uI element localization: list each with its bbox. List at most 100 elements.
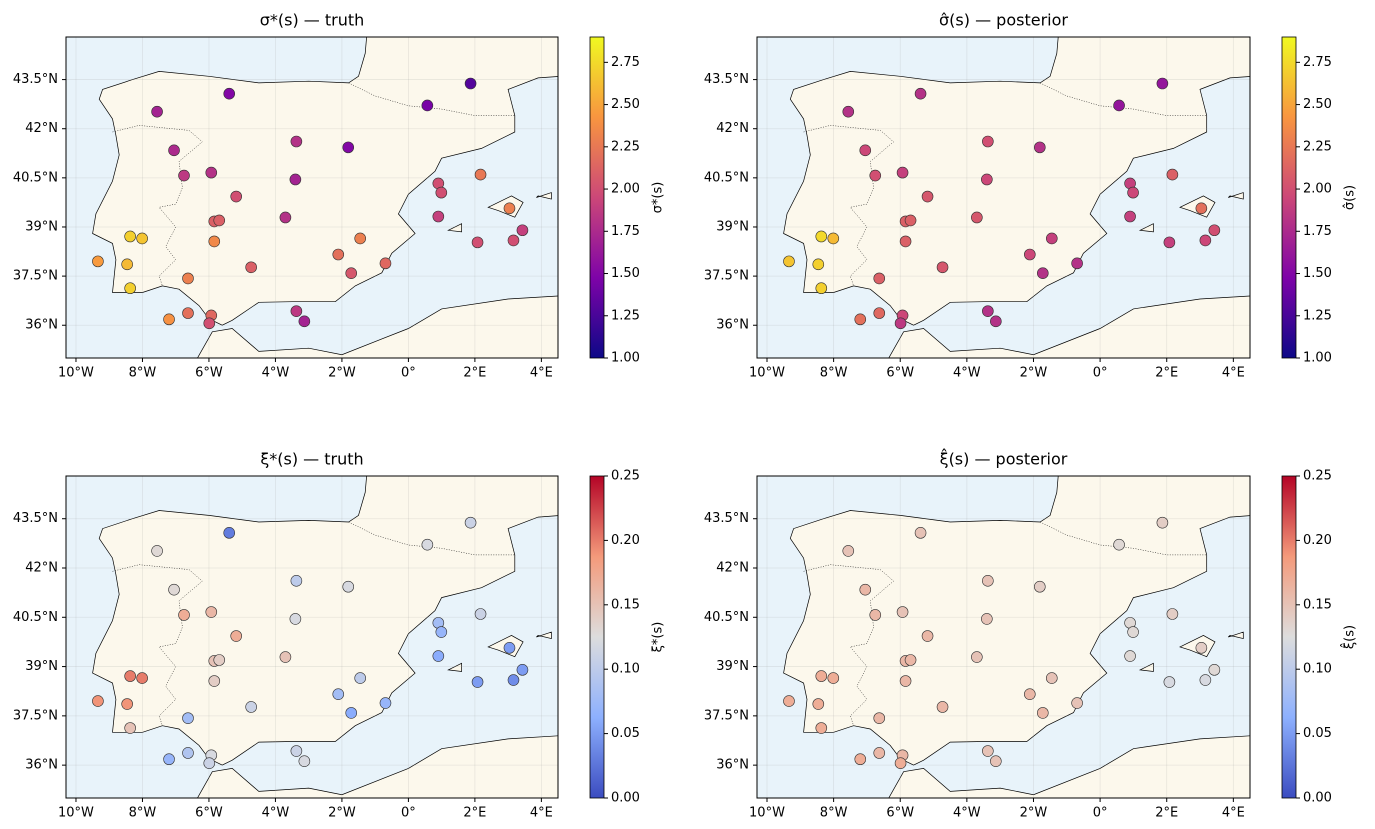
x-tick-label: 6°W: [195, 366, 223, 381]
colorbar-tick-label: 2.50: [1303, 97, 1332, 112]
station-point: [1195, 202, 1208, 215]
station-point: [1199, 234, 1212, 247]
station-point: [1163, 236, 1176, 249]
colorbar-tick-label: 0.00: [611, 791, 640, 806]
station-point: [1166, 168, 1179, 181]
station-point: [815, 230, 828, 243]
station-point: [869, 609, 882, 621]
station-point: [990, 315, 1002, 328]
axes-frame: [65, 36, 559, 359]
station-point: [1208, 664, 1221, 676]
station-point: [981, 173, 993, 186]
station-point: [121, 698, 133, 710]
border: [112, 564, 203, 726]
station-point: [899, 235, 912, 248]
station-point: [507, 674, 520, 686]
station-point: [516, 224, 529, 237]
colorbar-tick-label: 0.00: [1303, 791, 1332, 806]
panel: 10°W 8°W 6°W 4°W 2°W 0° 2°E 4°E 36°N 37.5°N 39°N 40…: [704, 11, 1358, 381]
station-point: [223, 527, 236, 539]
y-tick-label: 42°N: [716, 121, 749, 136]
station-point: [1024, 688, 1036, 700]
station-point: [354, 672, 367, 684]
station-point: [298, 315, 311, 328]
panel: 10°W 8°W 6°W 4°W 2°W 0° 2°E 4°E 36°N 37.5°N 39°N 40…: [704, 449, 1358, 821]
station-point: [982, 135, 994, 148]
land: [888, 735, 1250, 798]
station-point: [812, 698, 825, 710]
colorbar-label: σ̂(s): [1343, 185, 1358, 210]
y-tick-label: 40.5°N: [13, 610, 58, 625]
station-point: [1124, 650, 1136, 662]
colorbar-tick-label: 2.75: [611, 55, 640, 70]
y-tick-label: 39°N: [716, 659, 749, 674]
station-point: [290, 135, 303, 148]
x-tick-label: 2°E: [463, 806, 486, 821]
colorbar-tick-label: 0.15: [611, 597, 640, 612]
land: [1228, 192, 1244, 200]
y-tick-label: 42°N: [25, 561, 58, 576]
colorbar-tick-label: 0.15: [1303, 597, 1332, 612]
station-point: [827, 232, 840, 245]
y-tick-label: 43.5°N: [13, 511, 58, 526]
station-point: [151, 105, 163, 118]
station-point: [982, 305, 994, 317]
station-point: [921, 630, 934, 642]
station-point: [92, 695, 104, 707]
station-point: [332, 248, 345, 261]
axes-frame: [756, 475, 1251, 799]
station-point: [1046, 672, 1058, 684]
colorbar-tick-label: 2.50: [611, 97, 640, 112]
y-tick-label: 36°N: [716, 318, 749, 333]
x-tick-label: 4°W: [262, 806, 290, 821]
colorbar-tick-label: 2.25: [611, 139, 640, 154]
station-point: [904, 214, 917, 227]
station-point: [1127, 186, 1139, 199]
colorbar-tick-label: 1.00: [611, 351, 640, 366]
station-point: [182, 307, 194, 319]
colorbar-tick-label: 0.20: [611, 533, 640, 548]
station-point: [124, 722, 136, 734]
station-point: [869, 169, 882, 182]
x-tick-label: 0°: [401, 806, 416, 821]
colorbar-label: ξ*(s): [651, 622, 666, 653]
station-point: [873, 747, 886, 759]
colorbar-tick-label: 0.05: [611, 726, 640, 741]
station-point: [899, 675, 912, 687]
station-point: [815, 282, 828, 295]
station-point: [1113, 99, 1125, 112]
station-point: [1124, 210, 1136, 223]
colorbar: [589, 475, 605, 799]
x-tick-label: 4°E: [1222, 366, 1245, 381]
land: [536, 631, 552, 640]
station-point: [163, 313, 175, 326]
station-point: [435, 626, 448, 638]
y-tick-label: 36°N: [25, 318, 58, 333]
station-point: [936, 701, 949, 713]
station-point: [213, 654, 226, 666]
station-point: [471, 236, 484, 249]
land: [197, 735, 558, 798]
colorbar: [589, 36, 605, 359]
station-point: [136, 232, 148, 245]
station-point: [516, 664, 529, 676]
colorbar-label: ξ̂(s): [1340, 625, 1357, 649]
station-point: [503, 202, 516, 215]
station-point: [223, 87, 236, 100]
station-point: [342, 141, 355, 154]
station-point: [894, 757, 907, 769]
station-point: [279, 651, 292, 663]
y-tick-label: 40.5°N: [704, 610, 749, 625]
station-point: [982, 745, 994, 757]
colorbar-tick-label: 2.00: [1303, 182, 1332, 197]
station-point: [464, 77, 477, 90]
station-point: [168, 144, 180, 157]
x-tick-label: 6°W: [886, 366, 914, 381]
station-point: [230, 630, 243, 642]
x-tick-label: 4°W: [262, 366, 290, 381]
station-point: [124, 670, 136, 682]
station-point: [859, 583, 872, 596]
station-point: [1071, 697, 1083, 709]
station-point: [896, 606, 909, 618]
panel: 10°W 8°W 6°W 4°W 2°W 0° 2°E 4°E 36°N 37.5°N 39°N 40…: [13, 11, 666, 381]
